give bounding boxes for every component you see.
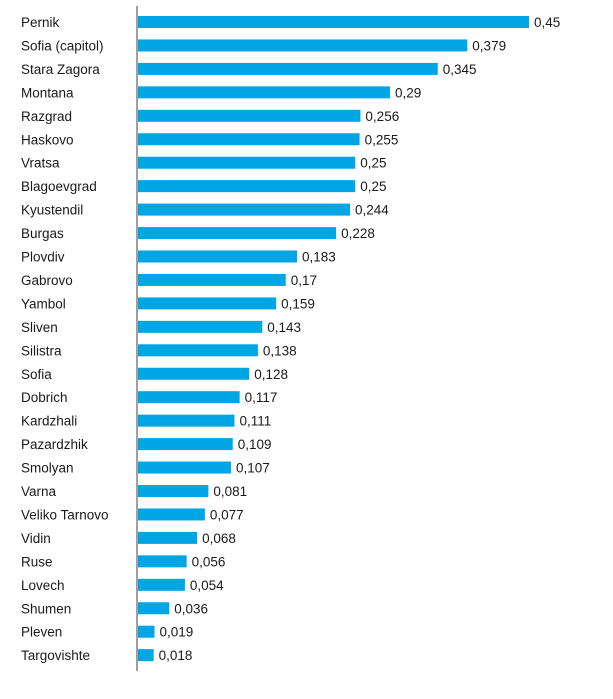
value-label: 0,109	[238, 437, 272, 452]
bar	[138, 578, 185, 591]
bar	[138, 133, 360, 146]
category-label: Montana	[21, 85, 74, 100]
category-label: Plovdiv	[21, 250, 65, 265]
bar	[138, 344, 258, 357]
category-label: Vratsa	[21, 156, 60, 171]
bar	[138, 320, 263, 333]
category-labels-group: Pernik Sofia (capitol) Stara Zagora Montana…	[21, 15, 109, 663]
value-label: 0,128	[254, 367, 288, 382]
value-label: 0,081	[213, 484, 247, 499]
value-label: 0,345	[443, 62, 477, 77]
category-label: Smolyan	[21, 461, 74, 476]
category-label: Haskovo	[21, 132, 74, 147]
category-label: Sofia (capitol)	[21, 38, 104, 53]
bar	[138, 16, 529, 28]
value-label: 0,036	[174, 601, 208, 616]
value-label: 0,379	[472, 38, 506, 53]
value-label: 0,111	[239, 414, 271, 429]
value-label: 0,019	[160, 625, 194, 640]
category-label: Pernik	[21, 15, 60, 30]
bar	[138, 649, 154, 662]
value-label: 0,068	[202, 531, 236, 546]
category-label: Yambol	[21, 296, 66, 311]
bar	[138, 508, 205, 521]
value-label: 0,183	[302, 250, 336, 265]
category-label: Pleven	[21, 625, 62, 640]
value-label: 0,255	[365, 132, 399, 147]
bar	[138, 156, 356, 169]
value-label: 0,228	[341, 226, 375, 241]
bar	[138, 531, 198, 544]
value-label: 0,054	[190, 578, 224, 593]
bar	[138, 250, 298, 263]
value-label: 0,29	[395, 85, 421, 100]
bar	[138, 180, 356, 193]
category-label: Lovech	[21, 578, 65, 593]
category-label: Kyustendil	[21, 203, 83, 218]
bar	[138, 438, 233, 451]
value-label: 0,25	[360, 156, 386, 171]
bar	[138, 602, 170, 615]
category-label: Targovishte	[21, 648, 90, 663]
category-label: Veliko Tarnovo	[21, 507, 109, 522]
value-label: 0,117	[245, 390, 278, 405]
bar	[138, 227, 337, 240]
category-label: Vidin	[21, 531, 51, 546]
bar	[138, 62, 438, 75]
category-label: Ruse	[21, 554, 53, 569]
bar	[138, 461, 231, 474]
bar	[138, 273, 286, 286]
value-label: 0,138	[263, 343, 297, 358]
bar	[138, 555, 187, 568]
bar	[138, 391, 240, 404]
bar	[138, 109, 361, 122]
category-label: Shumen	[21, 601, 71, 616]
bar	[138, 297, 277, 310]
category-label: Pazardzhik	[21, 437, 88, 452]
category-label: Gabrovo	[21, 273, 73, 288]
category-label: Stara Zagora	[21, 62, 100, 77]
value-label: 0,107	[236, 461, 270, 476]
value-label: 0,45	[534, 15, 560, 30]
value-label: 0,25	[360, 179, 386, 194]
bar	[138, 367, 250, 380]
category-label: Razgrad	[21, 109, 72, 124]
value-label: 0,159	[281, 296, 315, 311]
category-label: Sofia	[21, 367, 52, 382]
bar	[138, 203, 351, 216]
value-label: 0,244	[355, 203, 389, 218]
category-label: Burgas	[21, 226, 64, 241]
bar	[138, 625, 155, 638]
value-label: 0,077	[210, 507, 244, 522]
bar	[138, 414, 235, 427]
value-labels-group: 0,45 0,379 0,345 0,29 0,256 0,255 0,25 0,25 0,24…	[159, 15, 561, 663]
value-label: 0,143	[267, 320, 301, 335]
bars-group	[138, 16, 529, 662]
value-label: 0,256	[365, 109, 399, 124]
category-label: Silistra	[21, 343, 62, 358]
category-label: Blagoevgrad	[21, 179, 97, 194]
value-label: 0,018	[159, 648, 193, 663]
bar	[138, 485, 209, 497]
category-label: Sliven	[21, 320, 58, 335]
category-label: Kardzhali	[21, 414, 77, 429]
value-label: 0,17	[291, 273, 317, 288]
category-label: Dobrich	[21, 390, 68, 405]
value-label: 0,056	[192, 554, 226, 569]
bar	[138, 86, 390, 99]
bar	[138, 39, 468, 52]
category-label: Varna	[21, 484, 57, 499]
